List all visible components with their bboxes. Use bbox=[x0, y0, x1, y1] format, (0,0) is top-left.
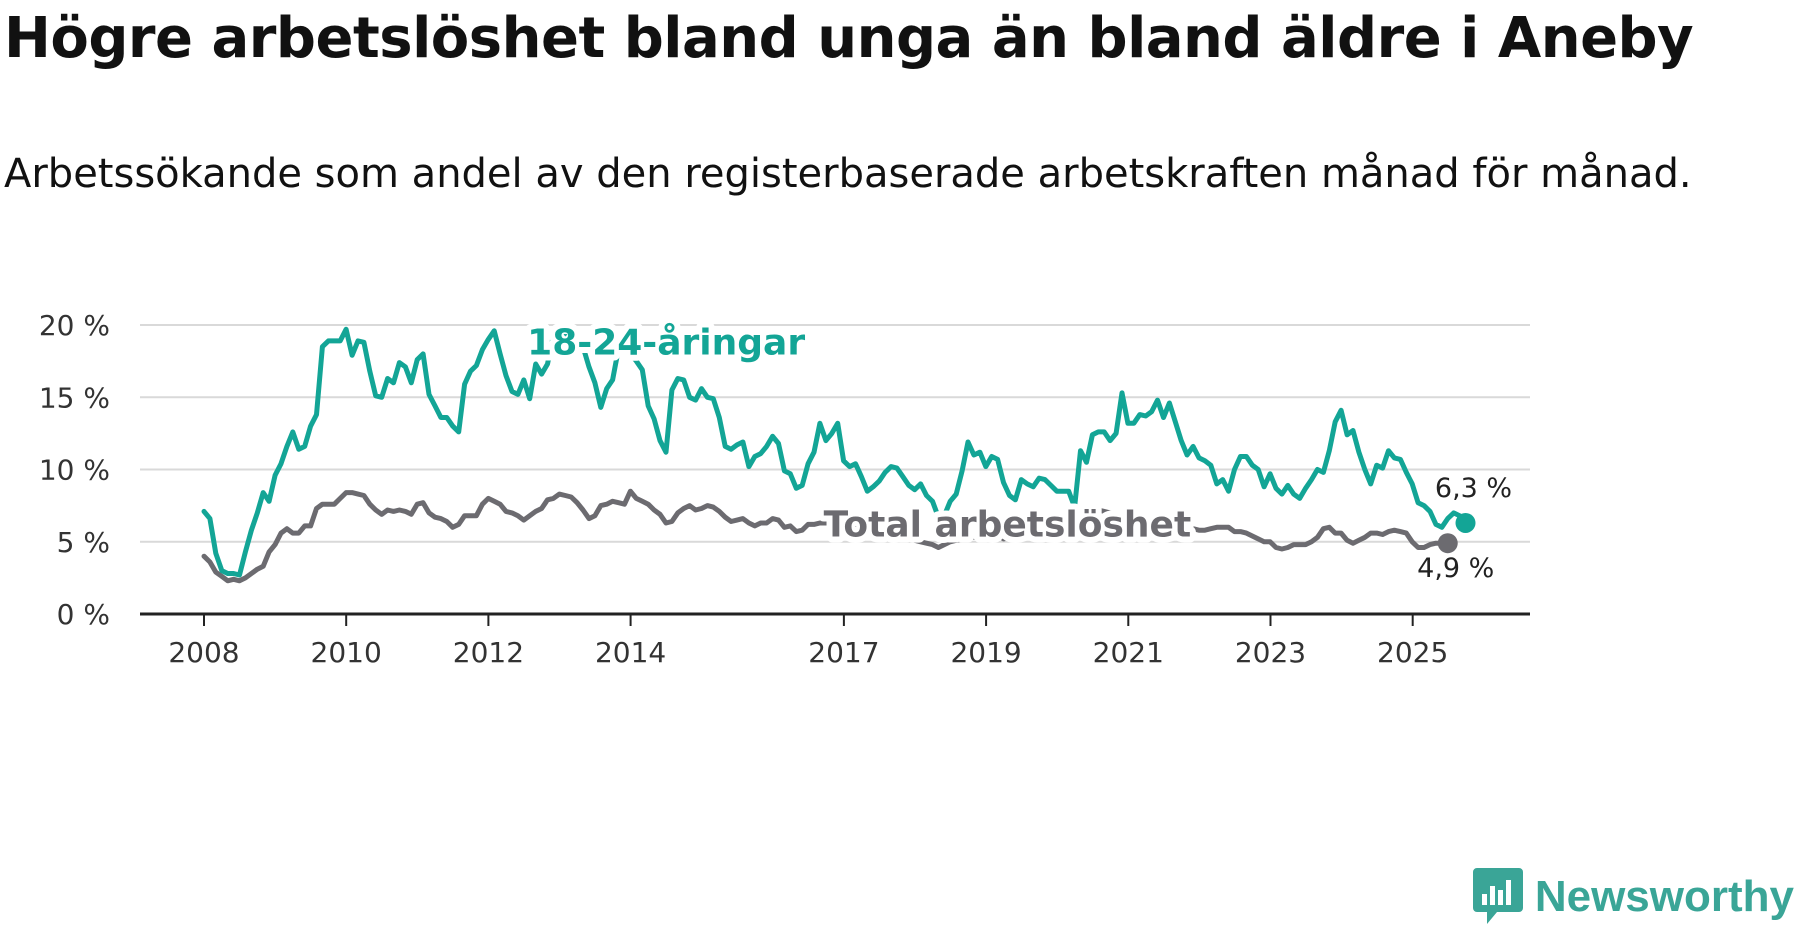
x-tick-label: 2012 bbox=[453, 636, 524, 669]
chart-title: Högre arbetslöshet bland unga än bland ä… bbox=[4, 6, 1694, 71]
series-end-label-youth: 6,3 % bbox=[1435, 473, 1512, 504]
series-label-youth: 18-24-åringar bbox=[527, 322, 805, 363]
x-tick-label: 2008 bbox=[168, 636, 239, 669]
y-tick-label: 20 % bbox=[39, 309, 110, 342]
y-tick-label: 0 % bbox=[57, 598, 110, 631]
annotations: 18-24-åringar Total arbetslöshet bbox=[521, 316, 1197, 551]
y-axis-ticks: 0 % 5 % 10 % 15 % 20 % bbox=[39, 309, 110, 631]
x-tick-label: 2019 bbox=[950, 636, 1021, 669]
series-end-dot-total bbox=[1437, 533, 1458, 554]
x-axis-ticks: 2008 2010 2012 2014 2017 2019 2021 2023 2025 bbox=[168, 614, 1448, 669]
series-line-youth bbox=[201, 323, 1468, 578]
x-tick-label: 2023 bbox=[1235, 636, 1306, 669]
series-label-total: Total arbetslöshet bbox=[824, 504, 1192, 545]
y-tick-label: 15 % bbox=[39, 381, 110, 414]
y-tick-label: 10 % bbox=[39, 454, 110, 487]
series-line-total bbox=[201, 488, 1451, 584]
newsworthy-logo: Newsworthy bbox=[1472, 868, 1794, 926]
x-tick-label: 2017 bbox=[808, 636, 879, 669]
series-end-dot-youth bbox=[1455, 512, 1476, 533]
chart-subtitle: Arbetssökande som andel av den registerb… bbox=[4, 151, 1692, 197]
x-tick-label: 2025 bbox=[1377, 636, 1448, 669]
x-tick-label: 2014 bbox=[595, 636, 666, 669]
gridlines bbox=[140, 324, 1530, 543]
newsworthy-logo-text: Newsworthy bbox=[1534, 872, 1794, 921]
series: 4,9 % 6,3 % bbox=[201, 323, 1515, 587]
series-end-label-total: 4,9 % bbox=[1417, 553, 1494, 584]
x-tick-label: 2010 bbox=[311, 636, 382, 669]
x-tick-label: 2021 bbox=[1093, 636, 1164, 669]
y-tick-label: 5 % bbox=[57, 526, 110, 559]
newsworthy-logo-icon bbox=[1472, 868, 1523, 924]
